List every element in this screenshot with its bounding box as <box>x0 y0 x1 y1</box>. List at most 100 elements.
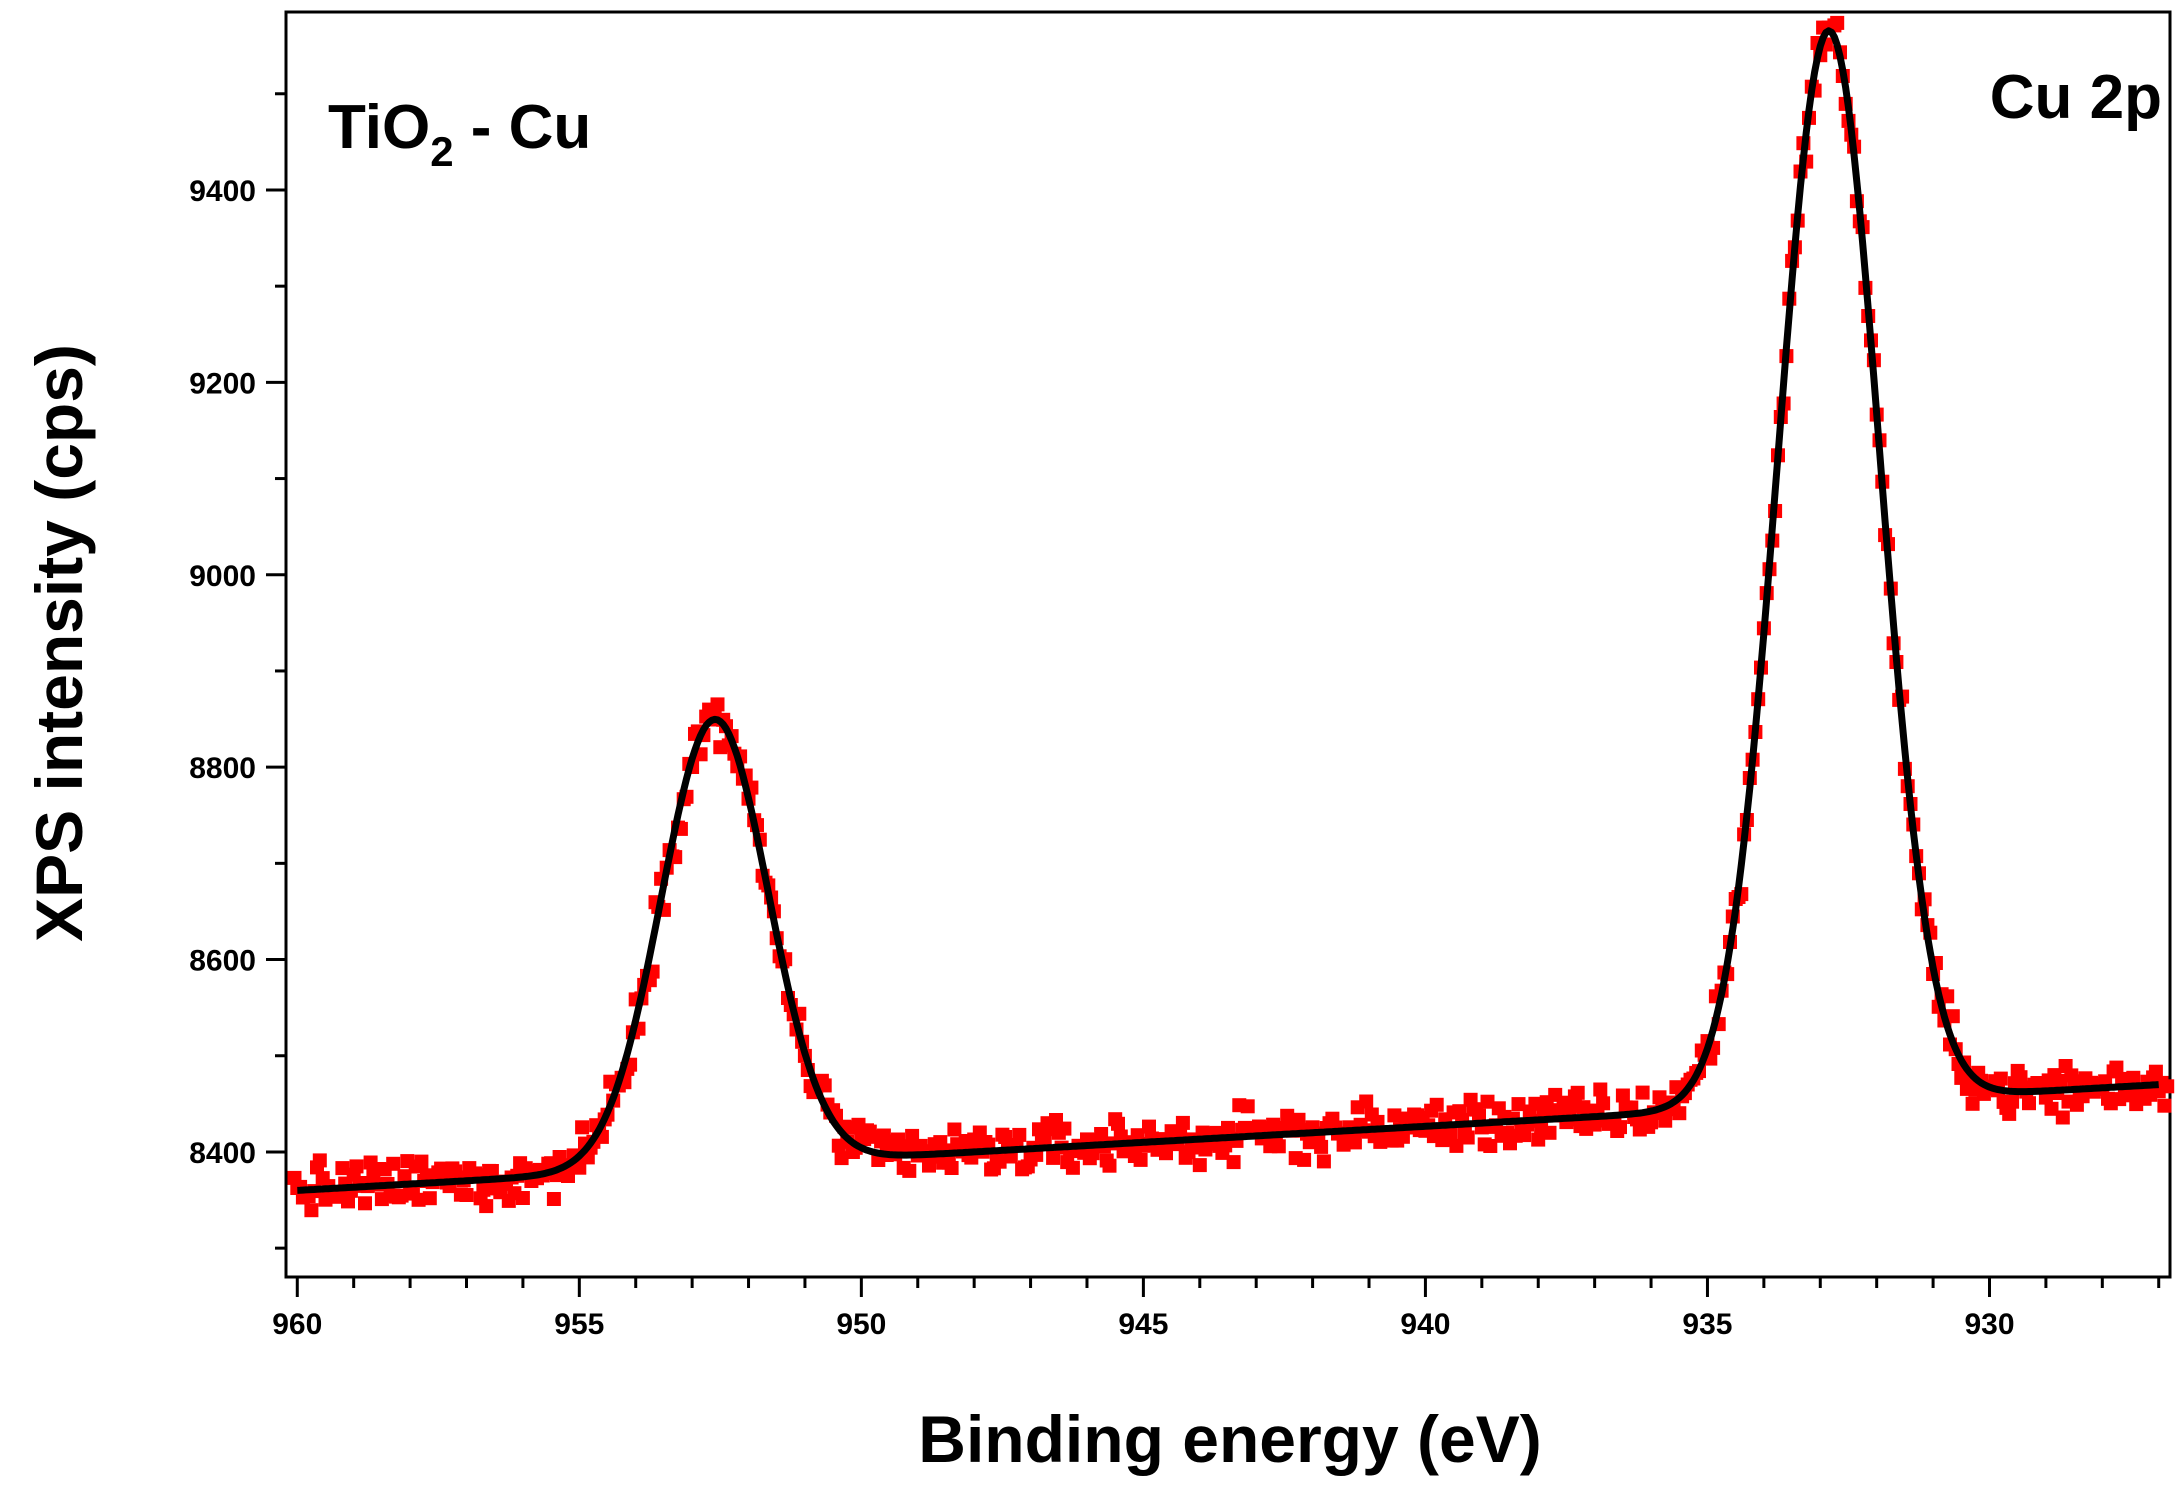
data-point <box>1387 1108 1402 1123</box>
x-tick-label: 950 <box>836 1308 886 1341</box>
data-point <box>422 1191 437 1206</box>
data-point <box>947 1122 962 1137</box>
x-tick-label: 935 <box>1682 1308 1732 1341</box>
data-point <box>1057 1121 1072 1136</box>
data-point <box>1111 1116 1125 1131</box>
data-point <box>397 1169 412 1184</box>
data-point <box>515 1191 530 1205</box>
data-point <box>1221 1120 1235 1135</box>
data-point <box>710 697 725 712</box>
sample-label: TiO2 - Cu <box>328 93 591 175</box>
data-point <box>1012 1127 1027 1142</box>
data-point <box>1192 1158 1207 1173</box>
data-point <box>575 1120 590 1135</box>
plot-frame <box>284 10 2172 1279</box>
data-point <box>304 1203 319 1218</box>
data-point <box>2067 1074 2082 1089</box>
data-point <box>1142 1119 1156 1134</box>
data-point <box>1587 1117 1602 1132</box>
data-point <box>1945 1009 1960 1024</box>
data-point <box>944 1161 959 1175</box>
data-point <box>1347 1135 1362 1150</box>
data-point <box>1615 1088 1630 1103</box>
data-point <box>335 1161 350 1176</box>
data-point <box>2002 1106 2017 1121</box>
data-point <box>1658 1113 1673 1128</box>
data-point <box>1280 1108 1295 1123</box>
data-point <box>1316 1154 1331 1169</box>
data-point <box>1336 1137 1351 1152</box>
data-point <box>1528 1096 1543 1111</box>
data-point <box>1429 1097 1444 1112</box>
data-point <box>312 1153 327 1168</box>
data-point <box>1940 989 1955 1004</box>
data-point <box>834 1151 849 1166</box>
y-tick-label: 8400 <box>189 1137 256 1170</box>
data-point <box>1830 15 1845 30</box>
data-point <box>1271 1139 1286 1154</box>
data-point <box>1297 1152 1312 1167</box>
data-point <box>992 1154 1007 1169</box>
data-point <box>476 1182 491 1197</box>
data-point <box>2160 1079 2175 1094</box>
data-point <box>1965 1096 1980 1111</box>
data-point <box>2044 1101 2059 1116</box>
y-tick-label: 8800 <box>189 752 256 785</box>
data-point <box>341 1194 355 1209</box>
data-point <box>817 1078 832 1093</box>
data-point <box>1226 1155 1241 1170</box>
y-axis-title: XPS intensity (cps) <box>22 344 96 942</box>
x-axis-title: Binding energy (eV) <box>918 1402 1541 1476</box>
x-tick-label: 945 <box>1118 1308 1168 1341</box>
data-point <box>1570 1085 1585 1100</box>
data-point <box>459 1188 474 1202</box>
data-point <box>2148 1064 2163 1079</box>
data-point <box>386 1156 401 1171</box>
data-point <box>1065 1160 1080 1175</box>
data-point <box>1542 1125 1557 1140</box>
data-point <box>1480 1094 1495 1109</box>
data-point <box>1159 1146 1173 1161</box>
data-point <box>1175 1115 1190 1130</box>
data-point <box>1460 1130 1475 1145</box>
data-point <box>2053 1073 2067 1088</box>
y-tick-label: 8600 <box>189 945 256 978</box>
x-tick-label: 940 <box>1400 1308 1450 1341</box>
data-point <box>546 1192 561 1206</box>
y-tick-label: 9200 <box>189 367 256 400</box>
data-point <box>1359 1094 1374 1109</box>
data-point <box>1483 1139 1498 1153</box>
data-point <box>1596 1096 1611 1111</box>
data-point <box>479 1199 494 1214</box>
data-point <box>1102 1158 1117 1173</box>
x-tick-label: 955 <box>554 1308 604 1341</box>
y-tick-label: 9400 <box>189 175 256 208</box>
data-point <box>1094 1127 1109 1141</box>
data-point <box>1314 1139 1329 1154</box>
data-point <box>2005 1094 2020 1109</box>
data-point <box>1531 1132 1546 1147</box>
data-point <box>1613 1120 1627 1135</box>
fit-line <box>296 27 2160 1194</box>
data-point <box>1672 1106 1687 1121</box>
data-point <box>2109 1060 2124 1075</box>
data-point <box>2157 1098 2172 1113</box>
data-point <box>1472 1108 1486 1123</box>
data-point <box>1449 1138 1464 1153</box>
data-point <box>1133 1152 1148 1167</box>
data-point <box>1593 1082 1608 1097</box>
data-point <box>358 1196 372 1211</box>
region-label: Cu 2p <box>1990 63 2162 132</box>
data-point <box>411 1192 426 1207</box>
data-point <box>2022 1096 2036 1111</box>
data-point <box>414 1154 429 1169</box>
data-point <box>349 1159 364 1174</box>
data-point <box>1511 1097 1526 1112</box>
data-point <box>1443 1125 1458 1140</box>
data-point <box>2126 1070 2141 1085</box>
y-tick-label: 9000 <box>189 560 256 593</box>
data-point <box>1993 1071 2008 1086</box>
data-point <box>902 1163 917 1178</box>
data-point <box>1240 1099 1255 1114</box>
